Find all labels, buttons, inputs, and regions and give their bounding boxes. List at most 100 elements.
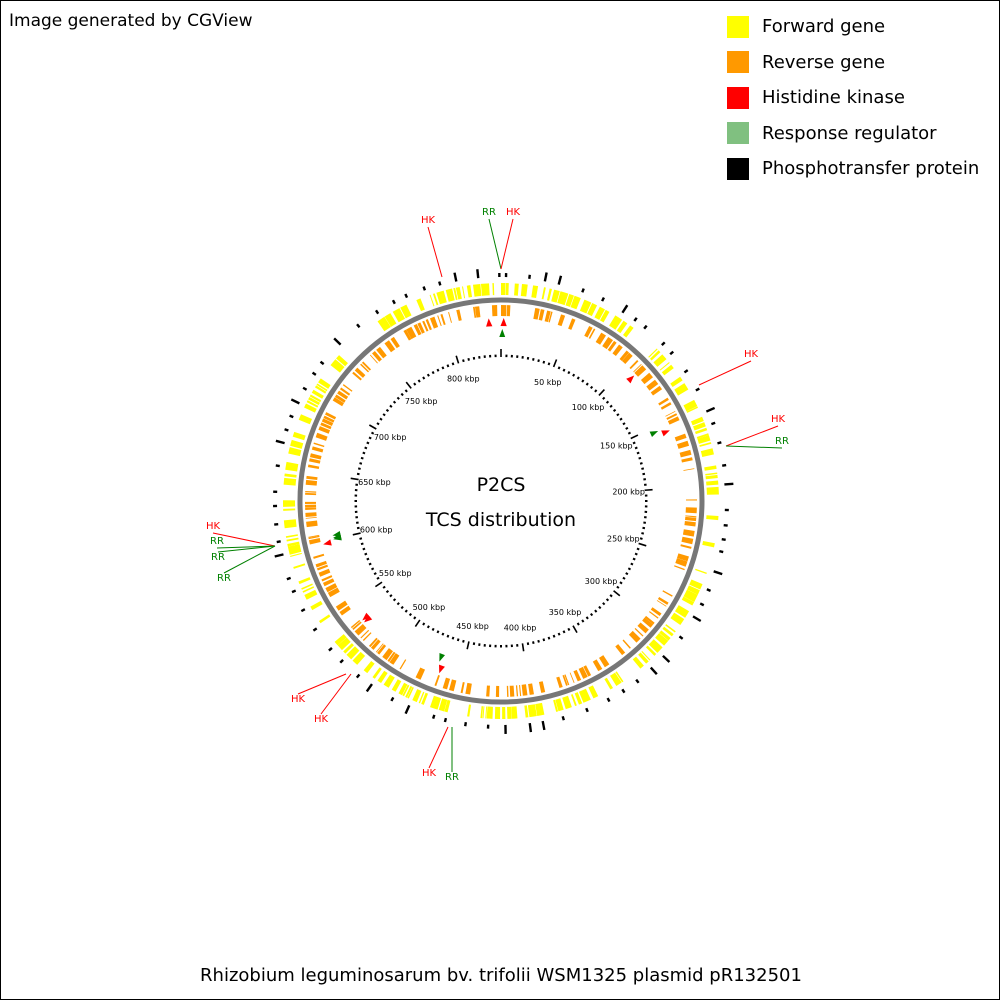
forward-gene bbox=[302, 586, 315, 593]
ruler-tick-label: 500 kbp bbox=[413, 603, 446, 612]
outer-tick bbox=[692, 615, 702, 623]
forward-gene bbox=[695, 568, 707, 575]
reverse-gene bbox=[685, 516, 697, 522]
forward-gene bbox=[444, 699, 451, 713]
outer-tick bbox=[390, 696, 395, 702]
ruler-tick-label: 50 kbp bbox=[534, 378, 562, 387]
ruler-tick bbox=[644, 488, 653, 492]
reverse-gene bbox=[568, 318, 576, 330]
reverse-gene bbox=[538, 309, 545, 321]
ruler-tick bbox=[557, 632, 561, 636]
forward-gene bbox=[689, 579, 703, 590]
reverse-gene bbox=[425, 319, 432, 331]
callout-label: RR bbox=[217, 573, 231, 584]
reverse-gene bbox=[325, 412, 337, 420]
forward-gene bbox=[416, 298, 425, 312]
forward-gene bbox=[632, 656, 644, 669]
outer-tick bbox=[683, 369, 689, 374]
forward-gene bbox=[316, 383, 328, 392]
reverse-gene bbox=[334, 394, 346, 403]
reverse-gene bbox=[369, 354, 378, 364]
forward-gene bbox=[494, 706, 501, 719]
forward-gene bbox=[309, 394, 322, 403]
ruler-tick bbox=[537, 639, 540, 643]
outer-tick bbox=[289, 414, 294, 419]
reverse-gene bbox=[681, 457, 693, 463]
callout-line bbox=[427, 226, 443, 278]
forward-gene bbox=[492, 283, 495, 296]
ruler-tick bbox=[630, 434, 639, 440]
ruler-tick-label: 550 kbp bbox=[379, 569, 412, 578]
reverse-gene bbox=[544, 310, 551, 323]
forward-gene bbox=[700, 448, 714, 457]
outer-tick bbox=[443, 717, 448, 723]
forward-gene bbox=[502, 706, 506, 719]
ruler-tick bbox=[392, 400, 397, 404]
outer-tick bbox=[557, 275, 563, 285]
ruler-tick bbox=[636, 547, 640, 551]
forward-gene bbox=[398, 682, 408, 696]
forward-gene bbox=[699, 442, 712, 447]
reverse-gene bbox=[644, 615, 655, 625]
ruler-tick bbox=[422, 622, 426, 626]
forward-gene bbox=[485, 706, 488, 719]
reverse-gene bbox=[650, 385, 663, 396]
ruler-tick bbox=[598, 605, 602, 610]
legend-label: Response regulator bbox=[762, 122, 937, 144]
outer-tick bbox=[339, 659, 344, 664]
legend-item-response-regulator: Response regulator bbox=[727, 116, 979, 152]
ruler-tick bbox=[552, 634, 556, 638]
callout-label: RR bbox=[210, 536, 224, 547]
forward-gene bbox=[286, 537, 299, 542]
reverse-gene bbox=[305, 512, 317, 517]
ruler-tick bbox=[352, 532, 361, 536]
ruler-tick-label: 450 kbp bbox=[456, 622, 489, 631]
ruler-tick bbox=[639, 537, 643, 540]
reverse-gene bbox=[640, 372, 653, 385]
forward-gene bbox=[346, 646, 360, 660]
forward-gene bbox=[705, 474, 718, 480]
ruler-tick bbox=[396, 396, 400, 400]
forward-gene bbox=[405, 686, 413, 698]
callout-label: RR bbox=[482, 207, 496, 218]
reverse-gene bbox=[339, 605, 351, 616]
ruler-tick bbox=[605, 400, 610, 404]
forward-gene bbox=[705, 472, 718, 476]
ruler-tick-label: 750 kbp bbox=[405, 397, 438, 406]
outer-tick bbox=[601, 297, 605, 302]
reverse-gene bbox=[350, 619, 361, 629]
outer-tick bbox=[661, 341, 666, 346]
forward-gene bbox=[570, 694, 577, 707]
callout-line bbox=[216, 545, 276, 549]
forward-gene bbox=[557, 291, 569, 306]
reverse-gene bbox=[629, 359, 639, 370]
ruler-tick bbox=[405, 381, 412, 389]
reverse-gene bbox=[519, 685, 522, 697]
reverse-gene bbox=[521, 684, 528, 696]
callout-line bbox=[320, 673, 352, 715]
forward-gene bbox=[661, 364, 674, 376]
ruler-tick bbox=[594, 389, 598, 393]
outer-tick bbox=[291, 589, 297, 594]
map-title: P2CS bbox=[477, 474, 526, 496]
outer-tick bbox=[374, 309, 380, 315]
forward-gene bbox=[524, 705, 529, 718]
reverse-gene bbox=[562, 674, 568, 686]
forward-gene bbox=[527, 704, 537, 718]
ruler-tick-label: 350 kbp bbox=[549, 608, 582, 617]
reverse-gene bbox=[634, 365, 647, 377]
ruler-tick bbox=[436, 368, 440, 372]
forward-gene bbox=[304, 403, 317, 413]
outer-tick bbox=[643, 324, 648, 330]
forward-gene bbox=[343, 643, 354, 654]
callout-label: RR bbox=[211, 552, 225, 563]
reverse-gene bbox=[313, 553, 325, 559]
ruler-tick bbox=[537, 359, 540, 363]
reverse-gene bbox=[342, 384, 353, 392]
reverse-gene bbox=[434, 675, 440, 686]
outer-tick bbox=[717, 441, 722, 445]
outer-tick bbox=[404, 293, 409, 299]
reverse-gene bbox=[602, 336, 614, 350]
reverse-gene bbox=[375, 643, 384, 653]
reverse-gene bbox=[578, 666, 588, 679]
